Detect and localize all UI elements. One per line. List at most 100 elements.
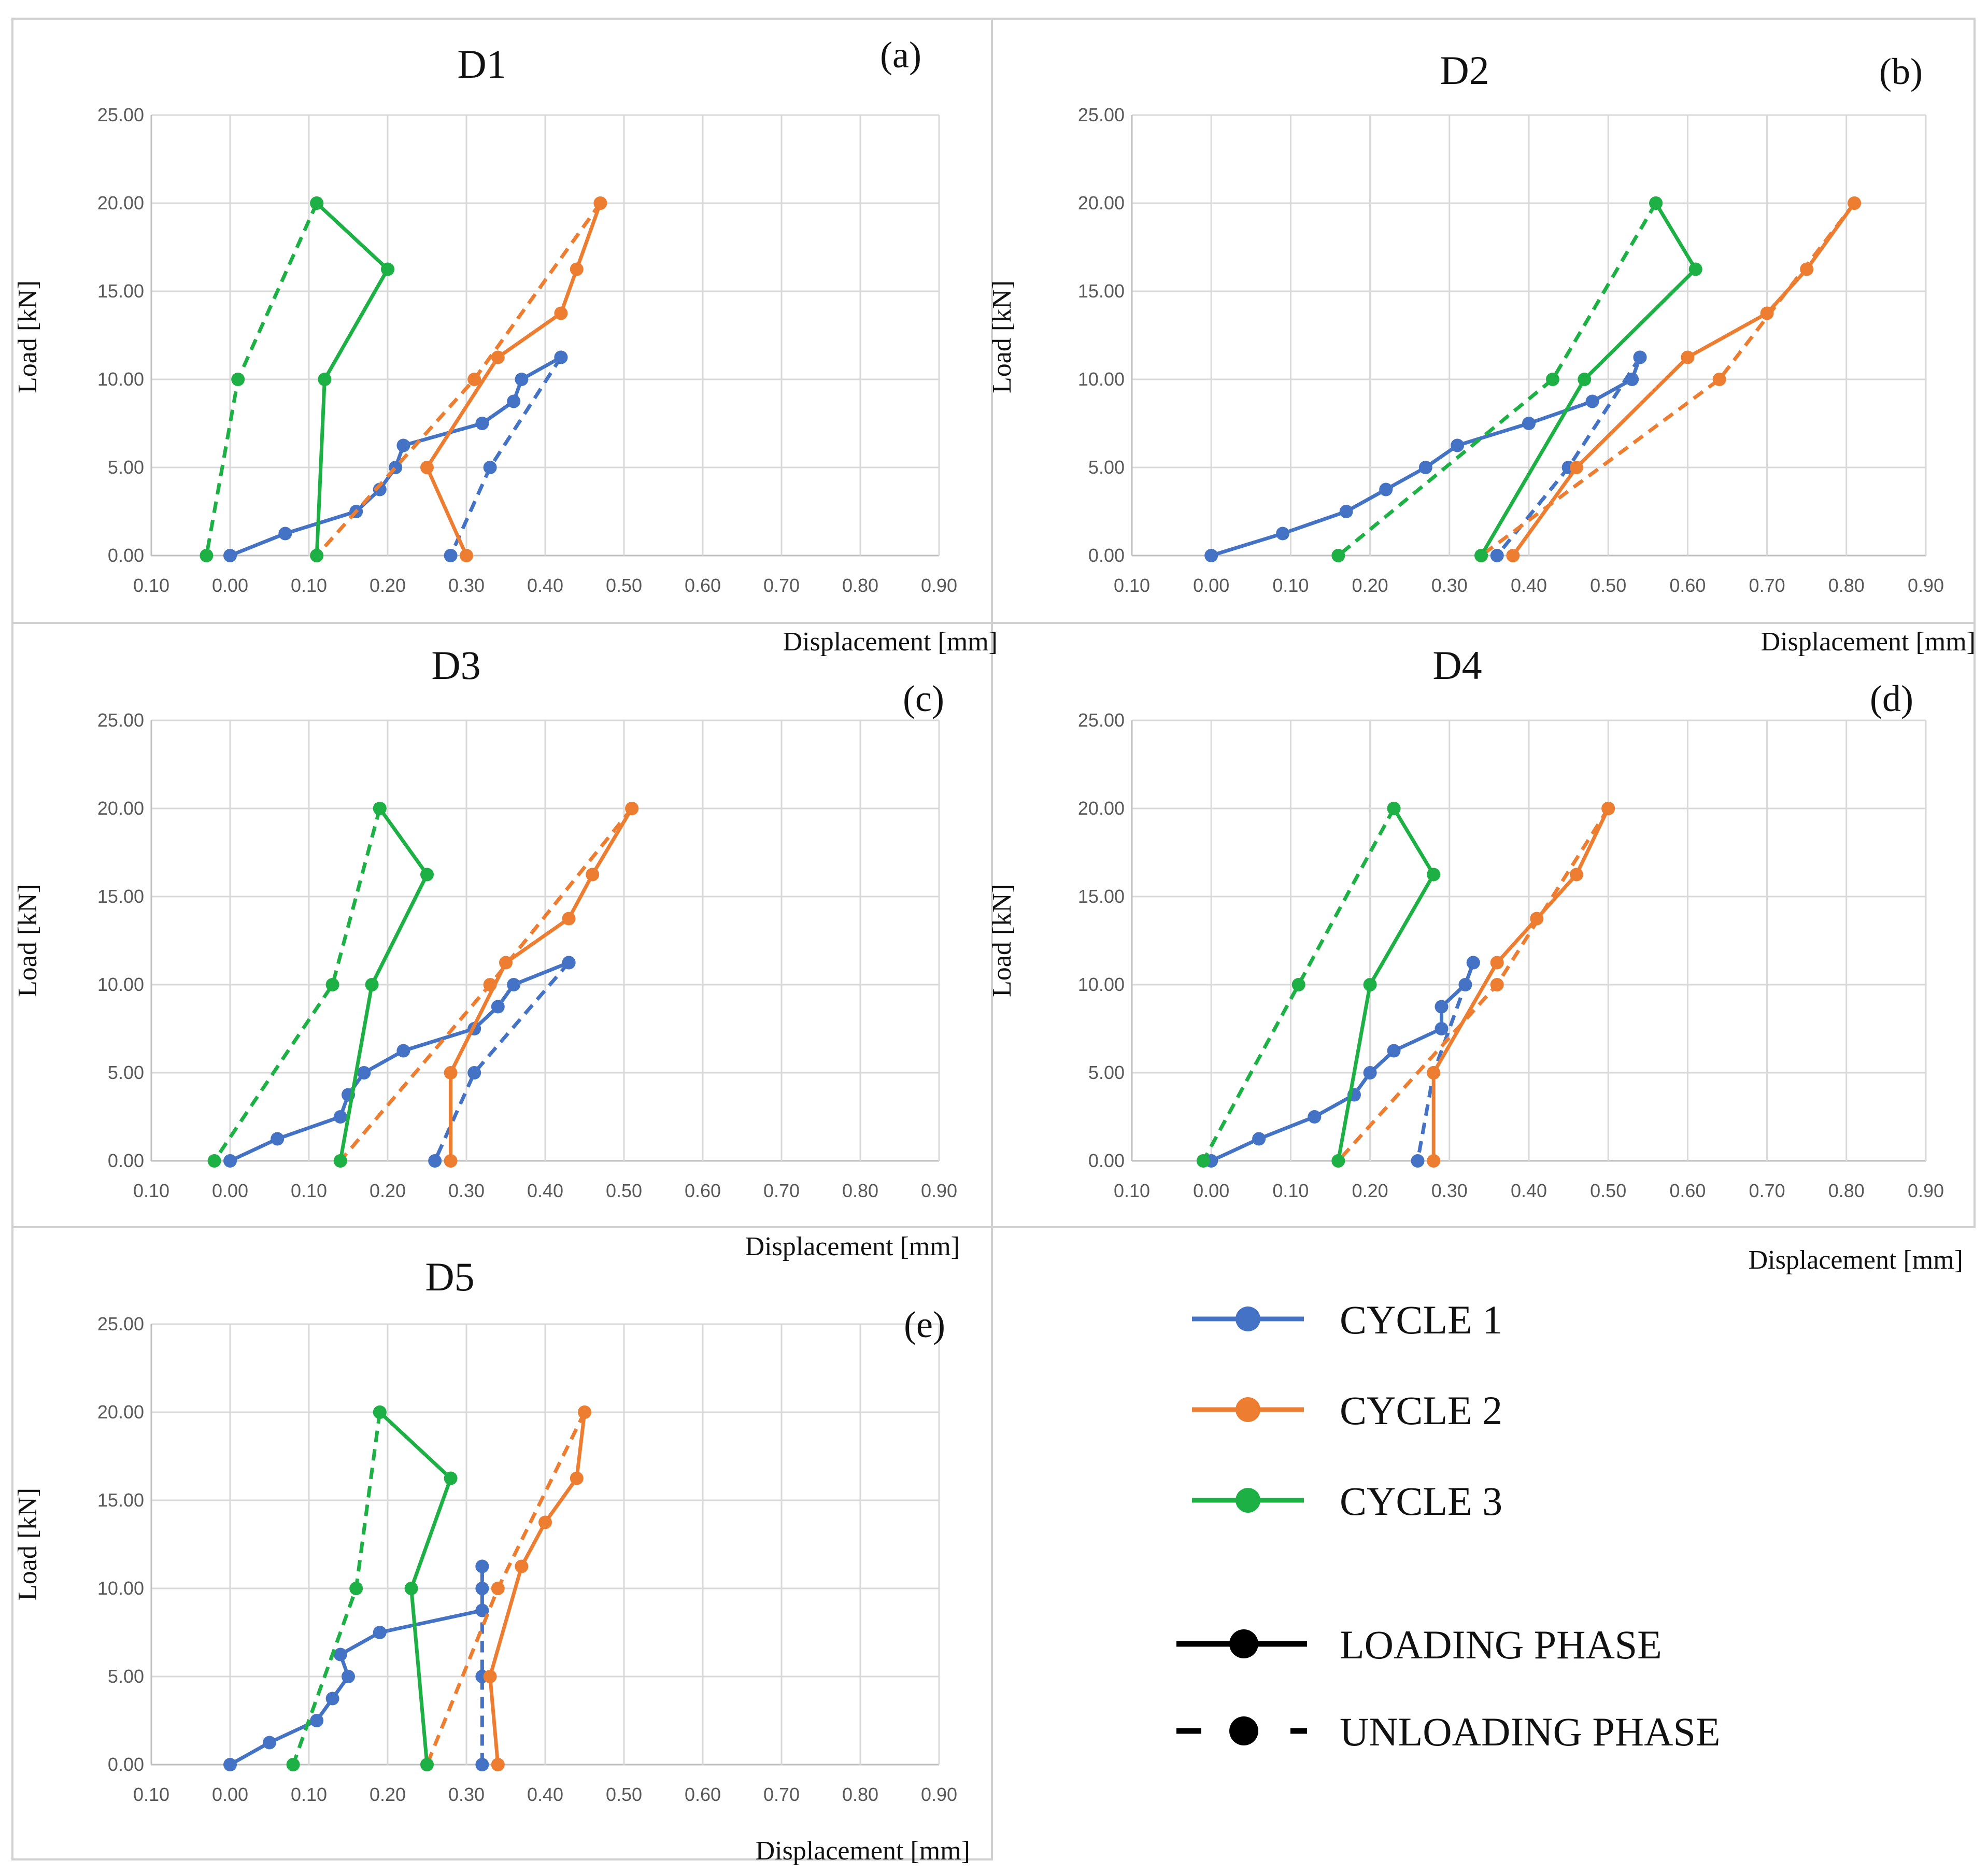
x-tick-label: 0.50 xyxy=(606,1180,642,1201)
legend: CYCLE 1 CYCLE 2 CYCLE 3 LOADING PHASE UNLOAD… xyxy=(1176,1297,1721,1754)
y-tick-label: 15.00 xyxy=(1078,280,1125,302)
data-point xyxy=(507,978,521,991)
panel-label: (b) xyxy=(1879,51,1923,92)
data-point xyxy=(1688,262,1702,276)
series-line-cycle-2-unloading xyxy=(1480,202,1856,557)
series-line-cycle-1-loading xyxy=(1210,962,1475,1163)
series-line-cycle-3-loading xyxy=(315,202,390,556)
data-point xyxy=(554,350,568,364)
data-point xyxy=(1411,1154,1425,1168)
x-tick-label: 0.10 xyxy=(291,1784,327,1805)
data-point xyxy=(475,1758,489,1771)
data-point xyxy=(333,1154,347,1168)
data-point xyxy=(278,527,292,541)
x-tick-label: 0.00 xyxy=(212,575,248,596)
data-point xyxy=(342,1670,355,1683)
x-tick-label: 0.20 xyxy=(370,1784,406,1805)
series-cycle-1-unloading xyxy=(428,956,576,1168)
data-point xyxy=(491,1000,505,1014)
data-point xyxy=(207,1154,221,1168)
data-point xyxy=(1418,461,1432,474)
data-point xyxy=(1379,482,1393,496)
y-tick-label: 15.00 xyxy=(1078,886,1125,907)
series-line-cycle-1-loading xyxy=(229,356,562,558)
panel-label: (e) xyxy=(904,1304,945,1345)
x-tick-label: 0.70 xyxy=(1749,575,1785,596)
panel-label: (a) xyxy=(880,34,921,76)
x-tick-label: 0.50 xyxy=(606,1784,642,1805)
data-point xyxy=(1196,1154,1210,1168)
data-point xyxy=(373,1405,387,1419)
legend-entry-cycle-1: CYCLE 1 xyxy=(1192,1297,1502,1342)
data-point xyxy=(1331,549,1345,562)
x-tick-label: 0.80 xyxy=(842,1180,878,1201)
chart-panel-d1: 0.00 5.00 10.00 15.00 20.00 25.00 0.10 0.00 0.10… xyxy=(13,34,998,657)
chart-title: D5 xyxy=(425,1254,474,1299)
data-point xyxy=(1308,1110,1322,1124)
data-point xyxy=(1800,262,1814,276)
x-tick-label: 0.10 xyxy=(1114,575,1150,596)
y-tick-label: 20.00 xyxy=(1078,192,1125,214)
data-point xyxy=(1569,868,1583,882)
panel-frame-e xyxy=(11,1226,993,1860)
x-tick-label: 0.00 xyxy=(1193,1180,1229,1201)
chart-panel-d5: 0.00 5.00 10.00 15.00 20.00 25.00 0.10 0.00 0.10… xyxy=(13,1254,970,1866)
data-point xyxy=(515,373,529,386)
series-cycle-3-unloading xyxy=(200,196,324,562)
data-point xyxy=(271,1132,285,1146)
x-tick-label: 0.90 xyxy=(921,575,957,596)
y-tick-label: 15.00 xyxy=(97,886,144,907)
x-tick-label: 0.10 xyxy=(1272,575,1309,596)
charts-layer: 0.00 5.00 10.00 15.00 20.00 25.00 0.10 0.00 0.10… xyxy=(13,34,1976,1866)
x-tick-label: 0.10 xyxy=(291,575,327,596)
y-tick-label: 25.00 xyxy=(97,1313,144,1334)
x-axis-label: Displacement [mm] xyxy=(1761,627,1976,657)
data-point xyxy=(1204,549,1218,562)
series-line-cycle-1-unloading xyxy=(433,961,571,1162)
data-point xyxy=(1451,438,1465,452)
data-point xyxy=(428,1154,442,1168)
data-point xyxy=(373,1626,387,1639)
data-point xyxy=(1712,373,1726,386)
x-tick-label: 0.20 xyxy=(370,575,406,596)
data-point xyxy=(515,1559,529,1573)
data-point xyxy=(396,1044,410,1058)
series-cycle-1-unloading xyxy=(444,350,568,562)
x-tick-label: 0.60 xyxy=(1669,1180,1706,1201)
y-tick-label: 15.00 xyxy=(97,1489,144,1511)
x-tick-label: 0.40 xyxy=(527,1180,563,1201)
data-point xyxy=(420,461,434,474)
data-point xyxy=(538,1515,552,1529)
y-axis-label: Load [kN] xyxy=(13,1488,42,1601)
data-point xyxy=(1506,549,1520,562)
data-point xyxy=(1649,196,1663,210)
data-point xyxy=(223,1154,237,1168)
data-point xyxy=(310,1714,324,1727)
y-axis-label: Load [kN] xyxy=(987,884,1017,997)
data-point xyxy=(570,262,584,276)
data-point xyxy=(1545,373,1559,386)
x-tick-label: 0.90 xyxy=(921,1784,957,1805)
data-point xyxy=(318,373,332,386)
y-tick-label: 10.00 xyxy=(97,974,144,995)
x-tick-label: 0.40 xyxy=(527,575,563,596)
data-point xyxy=(554,306,568,320)
data-point xyxy=(1427,868,1441,882)
series-cycle-2-loading xyxy=(483,1405,591,1771)
y-tick-label: 5.00 xyxy=(108,1666,144,1687)
series-line-cycle-2-loading xyxy=(425,202,602,557)
data-point xyxy=(1681,350,1695,364)
x-tick-label: 0.80 xyxy=(1828,1180,1865,1201)
data-point xyxy=(373,482,387,496)
legend-marker xyxy=(1229,1629,1258,1658)
panel-frame-a xyxy=(11,18,993,624)
x-tick-label: 0.10 xyxy=(133,575,169,596)
data-point xyxy=(1490,978,1504,991)
panel-label: (c) xyxy=(903,678,944,719)
data-point xyxy=(231,373,245,386)
data-point xyxy=(562,912,576,926)
x-tick-label: 0.80 xyxy=(842,575,878,596)
data-point xyxy=(223,1758,237,1771)
data-point xyxy=(420,868,434,882)
x-tick-label: 0.70 xyxy=(763,1784,800,1805)
